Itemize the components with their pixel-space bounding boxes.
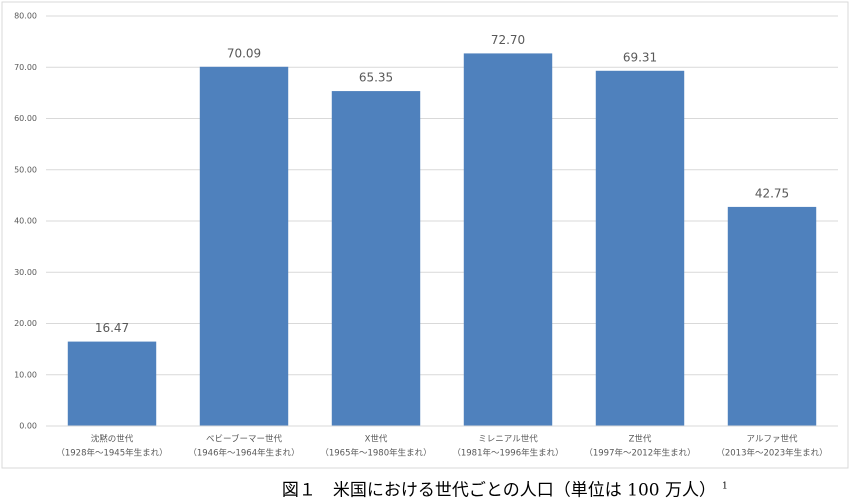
value-label: 65.35 (359, 71, 393, 85)
x-tick-label: ミレニアル世代 (478, 434, 538, 445)
bar (331, 91, 421, 427)
x-tick-label: Z世代 (629, 434, 652, 445)
x-tick-sublabel: （1981年～1996年生まれ） (452, 448, 563, 459)
y-tick-label: 0.00 (19, 422, 37, 431)
value-label: 69.31 (623, 50, 657, 64)
x-tick-sublabel: （1997年～2012年生まれ） (584, 448, 695, 459)
x-tick-label: 沈黙の世代 (91, 434, 134, 445)
y-tick-label: 40.00 (14, 217, 37, 226)
x-tick-sublabel: （2013年～2023年生まれ） (716, 448, 827, 459)
y-tick-label: 30.00 (14, 268, 37, 277)
bar (727, 206, 817, 426)
y-tick-label: 20.00 (14, 319, 37, 328)
y-tick-label: 70.00 (14, 63, 37, 72)
bar (199, 66, 289, 426)
value-label: 72.70 (491, 33, 525, 47)
value-label: 42.75 (755, 186, 789, 200)
x-tick-sublabel: （1946年～1964年生まれ） (188, 448, 299, 459)
x-tick-sublabel: （1965年～1980年生まれ） (320, 448, 431, 459)
x-tick-label: アルファ世代 (747, 434, 798, 445)
x-tick-label: X世代 (365, 434, 388, 445)
y-tick-label: 60.00 (14, 114, 37, 123)
caption: 図１ 米国における世代ごとの人口（単位は 100 万人） (282, 481, 716, 501)
y-tick-label: 10.00 (14, 370, 37, 379)
bar (67, 341, 157, 426)
value-label: 16.47 (95, 321, 129, 335)
value-label: 70.09 (227, 46, 261, 60)
y-tick-label: 50.00 (14, 165, 37, 174)
y-tick-label: 80.00 (14, 12, 37, 21)
x-tick-sublabel: （1928年～1945年生まれ） (56, 448, 167, 459)
caption-note: 1 (722, 482, 728, 492)
bar (595, 70, 685, 426)
bar (463, 53, 553, 426)
x-tick-label: ベビーブーマー世代 (206, 434, 282, 445)
